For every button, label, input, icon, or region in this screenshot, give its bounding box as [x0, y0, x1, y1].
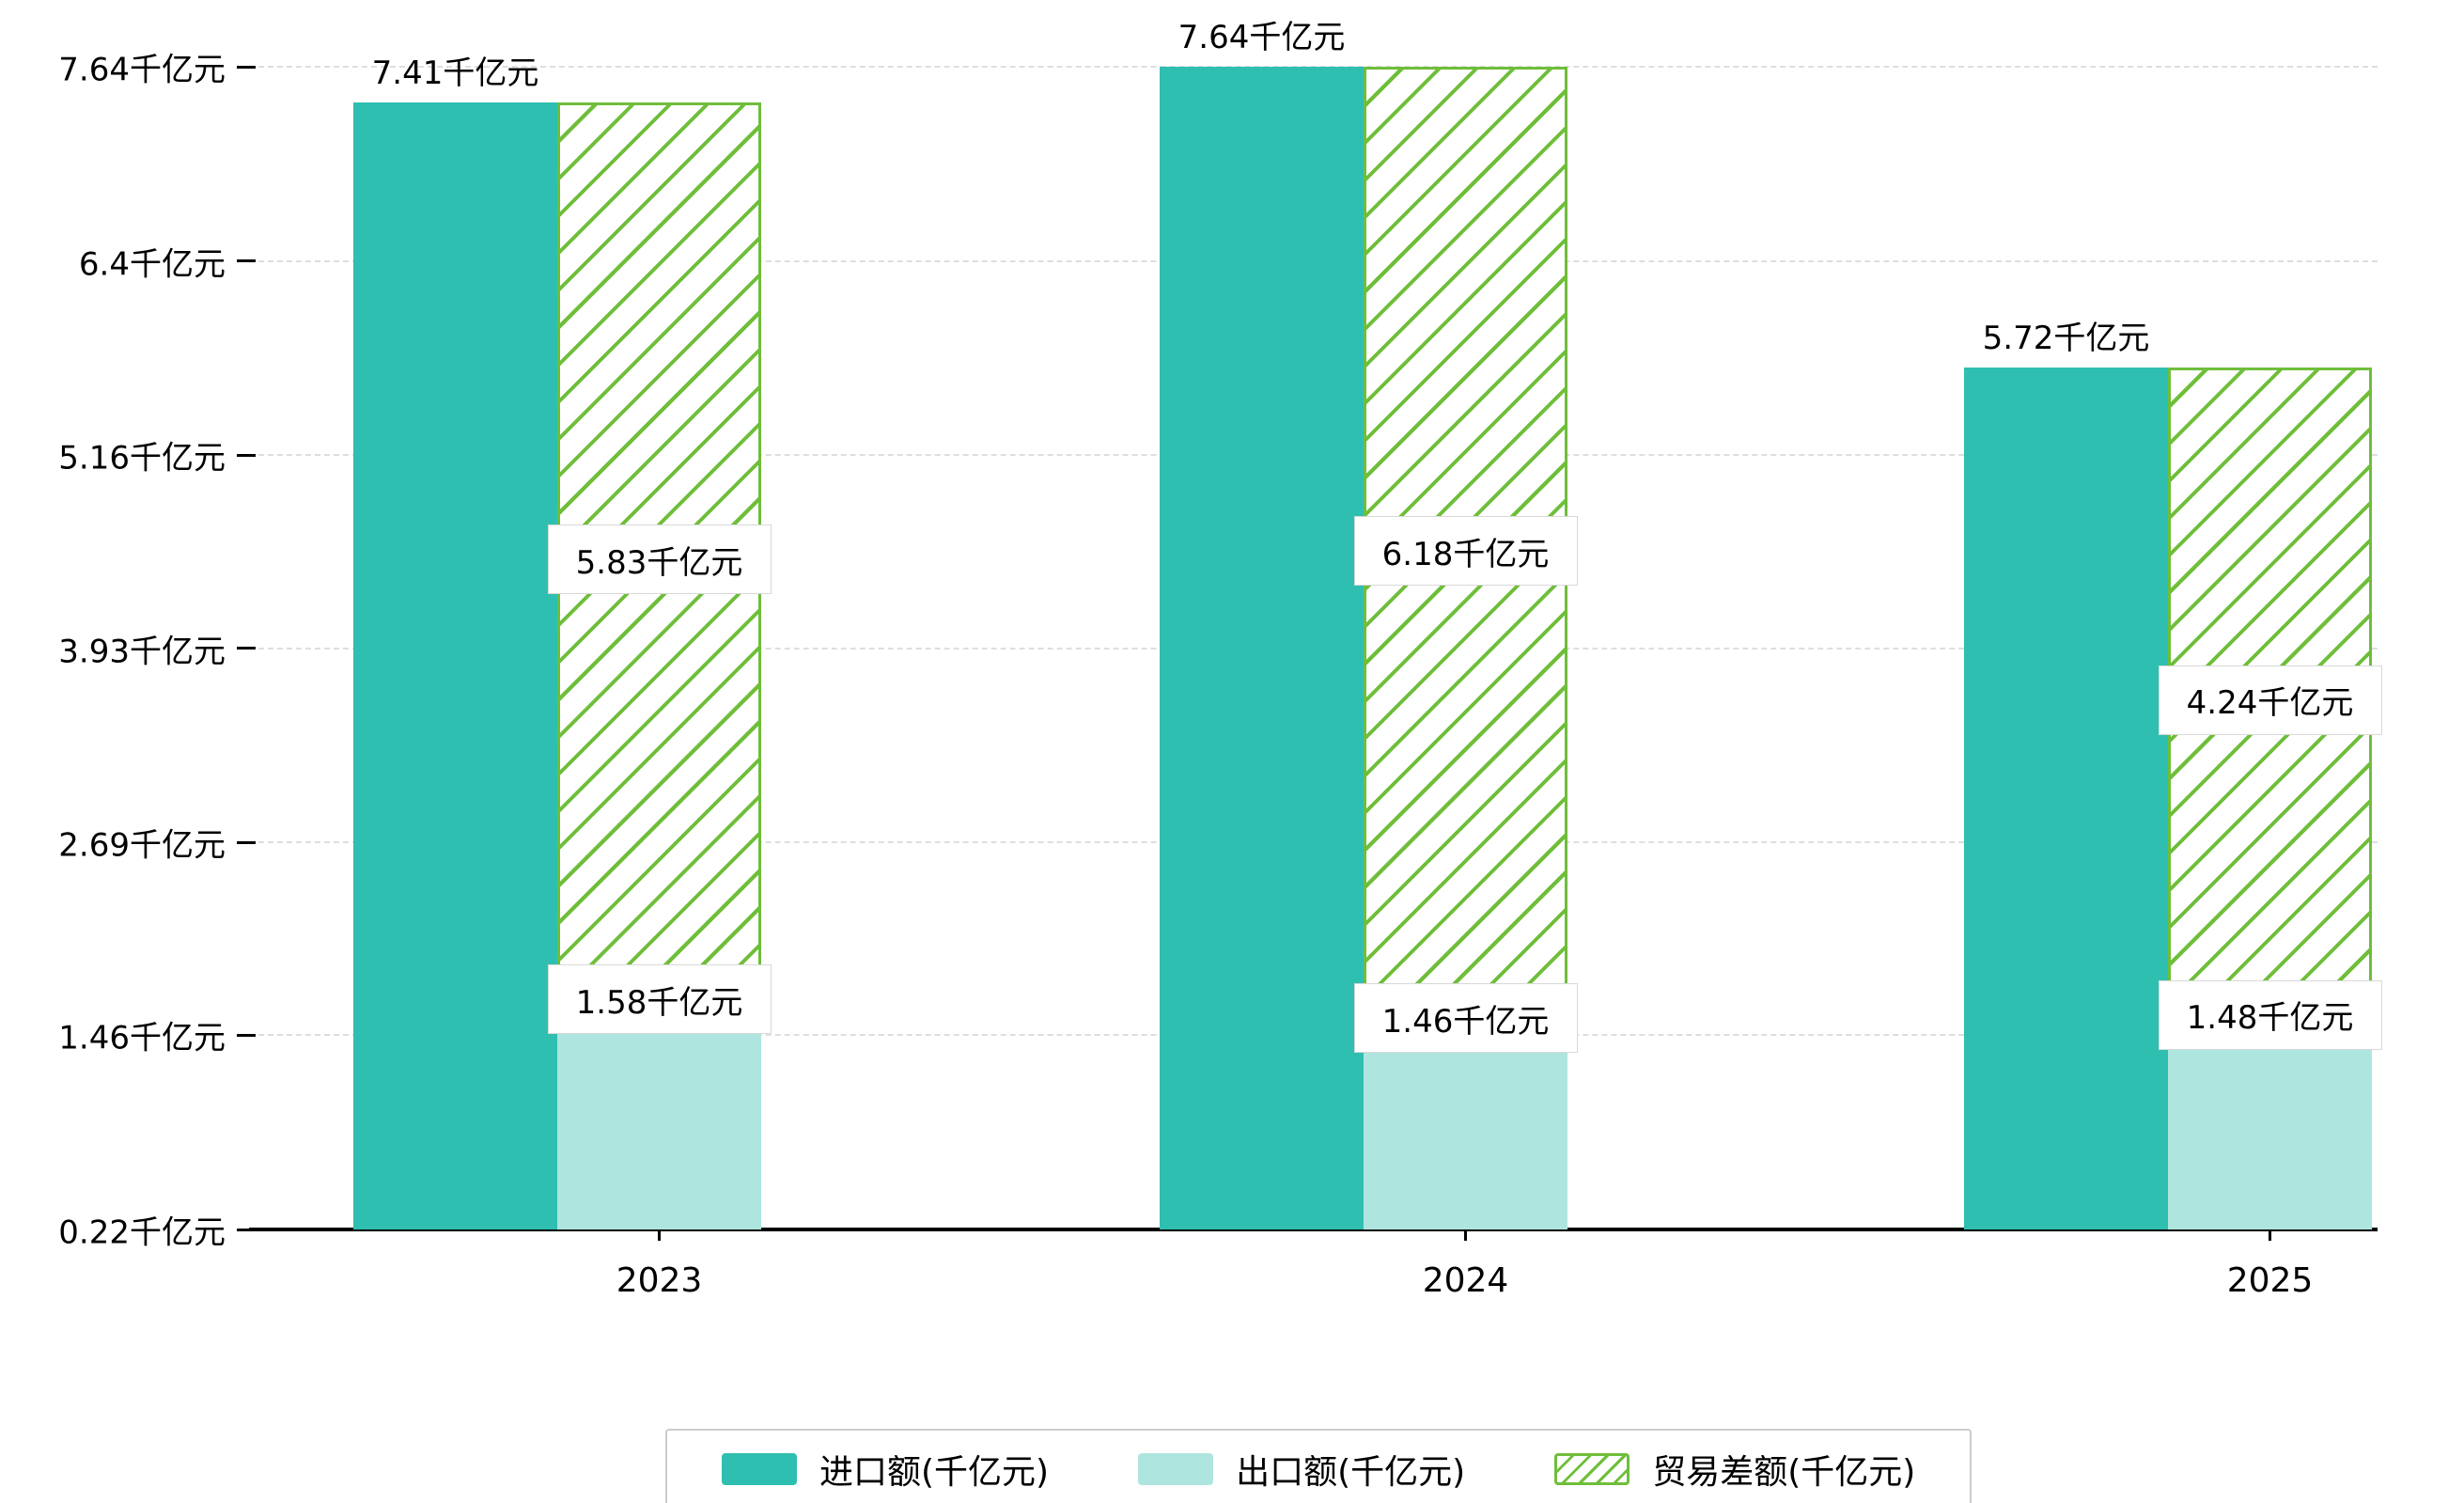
legend-item-balance: 贸易差额(千亿元)	[1554, 1445, 1915, 1494]
y-axis-tick-label: 3.93千亿元	[58, 633, 226, 670]
legend-item-import: 进口额(千亿元)	[722, 1445, 1049, 1494]
x-axis-category-label: 2024	[1422, 1261, 1509, 1300]
import-bar	[1964, 368, 2168, 1229]
legend-label-import: 进口额(千亿元)	[819, 1453, 1050, 1492]
trade-balance-value-label: 6.18千亿元	[1353, 516, 1578, 587]
y-axis-tick-label: 6.4千亿元	[78, 245, 226, 284]
y-axis-tick-label: 1.46千亿元	[58, 1019, 226, 1057]
y-axis-tick-mark	[237, 65, 256, 69]
export-value-label: 1.48千亿元	[2158, 979, 2382, 1050]
x-axis-category-label: 2023	[616, 1261, 703, 1300]
y-axis-tick-label: 7.64千亿元	[58, 51, 226, 89]
y-axis-tick-label: 2.69千亿元	[58, 826, 226, 865]
import-bar	[353, 102, 557, 1229]
export-bar	[557, 1016, 761, 1229]
y-axis-tick-mark	[237, 840, 256, 844]
y-axis-tick-mark	[237, 259, 256, 263]
y-axis-tick-label: 0.22千亿元	[58, 1213, 226, 1252]
x-axis-tick-mark	[2269, 1229, 2271, 1241]
legend-label-export: 出口额(千亿元)	[1236, 1453, 1466, 1492]
y-axis-tick-mark	[237, 1033, 256, 1037]
import-bar	[1160, 67, 1364, 1229]
export-bar	[2168, 1031, 2372, 1229]
legend-swatch-export	[1138, 1453, 1214, 1485]
trade-balance-value-label: 5.83千亿元	[547, 524, 772, 595]
y-axis-tick-mark	[237, 1228, 256, 1231]
trade-balance-value-label: 4.24千亿元	[2158, 665, 2382, 735]
x-axis-line	[249, 1228, 2378, 1231]
y-axis-tick-label: 5.16千亿元	[58, 439, 226, 478]
export-value-label: 1.46千亿元	[1353, 983, 1578, 1054]
x-axis-tick-mark	[1464, 1229, 1467, 1241]
y-axis-tick-mark	[237, 453, 256, 457]
import-value-label: 7.41千亿元	[371, 55, 539, 93]
x-axis-tick-mark	[658, 1229, 661, 1241]
import-value-label: 5.72千亿元	[1982, 320, 2150, 358]
legend-label-balance: 贸易差额(千亿元)	[1652, 1453, 1916, 1492]
legend-item-export: 出口额(千亿元)	[1138, 1445, 1465, 1494]
legend: 进口额(千亿元) 出口额(千亿元) 贸易差额(千亿元)	[665, 1429, 1973, 1503]
x-axis-category-label: 2025	[2226, 1261, 2314, 1300]
legend-swatch-balance	[1554, 1453, 1630, 1485]
import-value-label: 7.64千亿元	[1177, 19, 1346, 56]
export-value-label: 1.58千亿元	[547, 964, 772, 1035]
legend-swatch-import	[722, 1453, 797, 1485]
y-axis-tick-mark	[237, 647, 256, 650]
export-bar	[1364, 1035, 1567, 1229]
